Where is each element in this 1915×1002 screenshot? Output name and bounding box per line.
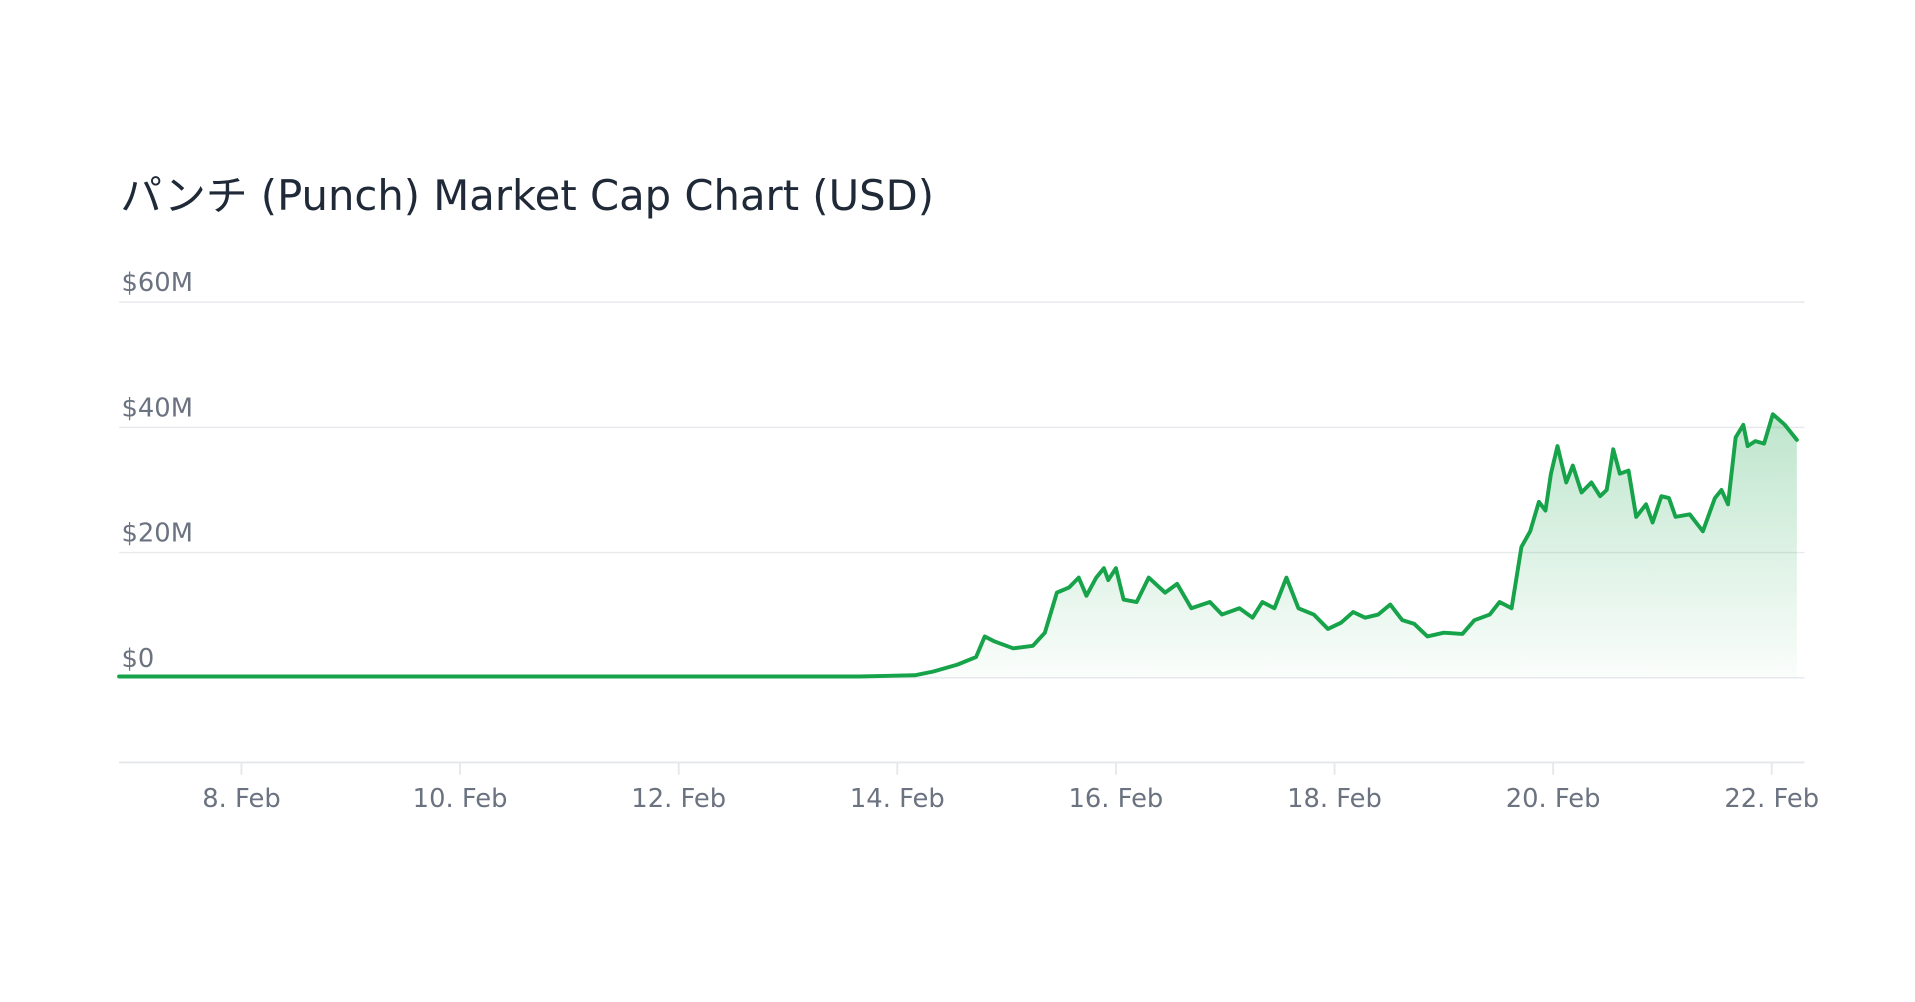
x-tick-label: 8. Feb: [202, 784, 280, 814]
x-tick-label: 20. Feb: [1506, 784, 1601, 814]
x-tick-label: 18. Feb: [1287, 784, 1382, 814]
y-tick-label: $20M: [122, 519, 193, 549]
area: [119, 414, 1797, 678]
x-tick-label: 12. Feb: [631, 784, 726, 814]
y-tick-label: $60M: [122, 268, 193, 298]
line: [117, 412, 1799, 679]
y-tick-label: $40M: [122, 393, 193, 423]
x-tick-label: 16. Feb: [1069, 784, 1164, 814]
y-tick-label: $0: [122, 644, 155, 674]
x-tick-label: 14. Feb: [850, 784, 945, 814]
chart-title: パンチ (Punch) Market Cap Chart (USD): [120, 171, 934, 220]
x-tick-label: 10. Feb: [413, 784, 508, 814]
x-tick-label: 22. Feb: [1724, 784, 1819, 814]
